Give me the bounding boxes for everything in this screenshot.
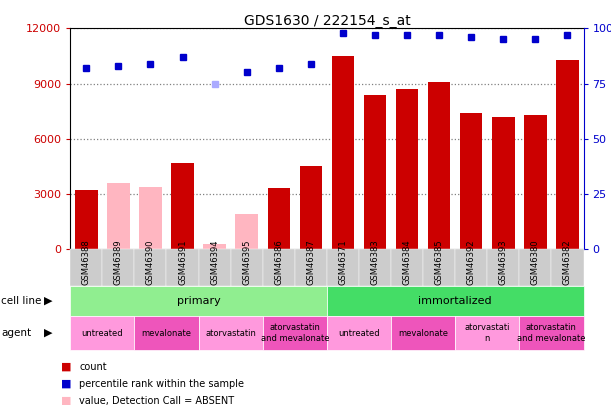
Text: GSM46390: GSM46390: [146, 239, 155, 285]
Bar: [75, 190, 98, 249]
Text: ■: ■: [61, 396, 71, 405]
Text: agent: agent: [1, 328, 31, 338]
Text: GDS1630 / 222154_s_at: GDS1630 / 222154_s_at: [244, 14, 410, 28]
Text: GSM46387: GSM46387: [306, 239, 315, 285]
Text: mevalonate: mevalonate: [398, 328, 448, 338]
Text: GSM46392: GSM46392: [467, 239, 476, 285]
Bar: [299, 166, 322, 249]
Text: count: count: [79, 362, 107, 371]
Text: GSM46382: GSM46382: [563, 239, 572, 285]
Text: percentile rank within the sample: percentile rank within the sample: [79, 379, 244, 388]
Bar: [524, 115, 547, 249]
Text: GSM46395: GSM46395: [242, 239, 251, 285]
Text: GSM46371: GSM46371: [338, 239, 348, 285]
Text: ▶: ▶: [44, 328, 53, 338]
Text: cell line: cell line: [1, 296, 42, 306]
Text: GSM46383: GSM46383: [370, 239, 379, 285]
Text: atorvastati
n: atorvastati n: [464, 324, 510, 343]
Bar: [556, 60, 579, 249]
Text: value, Detection Call = ABSENT: value, Detection Call = ABSENT: [79, 396, 235, 405]
Text: mevalonate: mevalonate: [142, 328, 191, 338]
Text: atorvastatin: atorvastatin: [205, 328, 256, 338]
Bar: [203, 243, 226, 249]
Text: atorvastatin
and mevalonate: atorvastatin and mevalonate: [517, 324, 586, 343]
Bar: [107, 183, 130, 249]
Text: ■: ■: [61, 362, 71, 371]
Bar: [332, 56, 354, 249]
Bar: [428, 82, 450, 249]
Bar: [492, 117, 514, 249]
Bar: [460, 113, 483, 249]
Bar: [235, 214, 258, 249]
Text: untreated: untreated: [338, 328, 380, 338]
Bar: [364, 95, 386, 249]
Text: ■: ■: [61, 379, 71, 388]
Text: GSM46391: GSM46391: [178, 239, 187, 285]
Text: GSM46384: GSM46384: [403, 239, 412, 285]
Text: GSM46393: GSM46393: [499, 239, 508, 285]
Text: ▶: ▶: [44, 296, 53, 306]
Text: GSM46380: GSM46380: [531, 239, 540, 285]
Text: GSM46385: GSM46385: [434, 239, 444, 285]
Text: immortalized: immortalized: [419, 296, 492, 306]
Text: untreated: untreated: [81, 328, 123, 338]
Bar: [396, 89, 419, 249]
Text: GSM46388: GSM46388: [82, 239, 91, 285]
Text: GSM46394: GSM46394: [210, 239, 219, 285]
Bar: [171, 163, 194, 249]
Bar: [268, 188, 290, 249]
Text: primary: primary: [177, 296, 221, 306]
Text: GSM46386: GSM46386: [274, 239, 284, 285]
Bar: [139, 187, 162, 249]
Text: GSM46389: GSM46389: [114, 239, 123, 285]
Text: atorvastatin
and mevalonate: atorvastatin and mevalonate: [260, 324, 329, 343]
